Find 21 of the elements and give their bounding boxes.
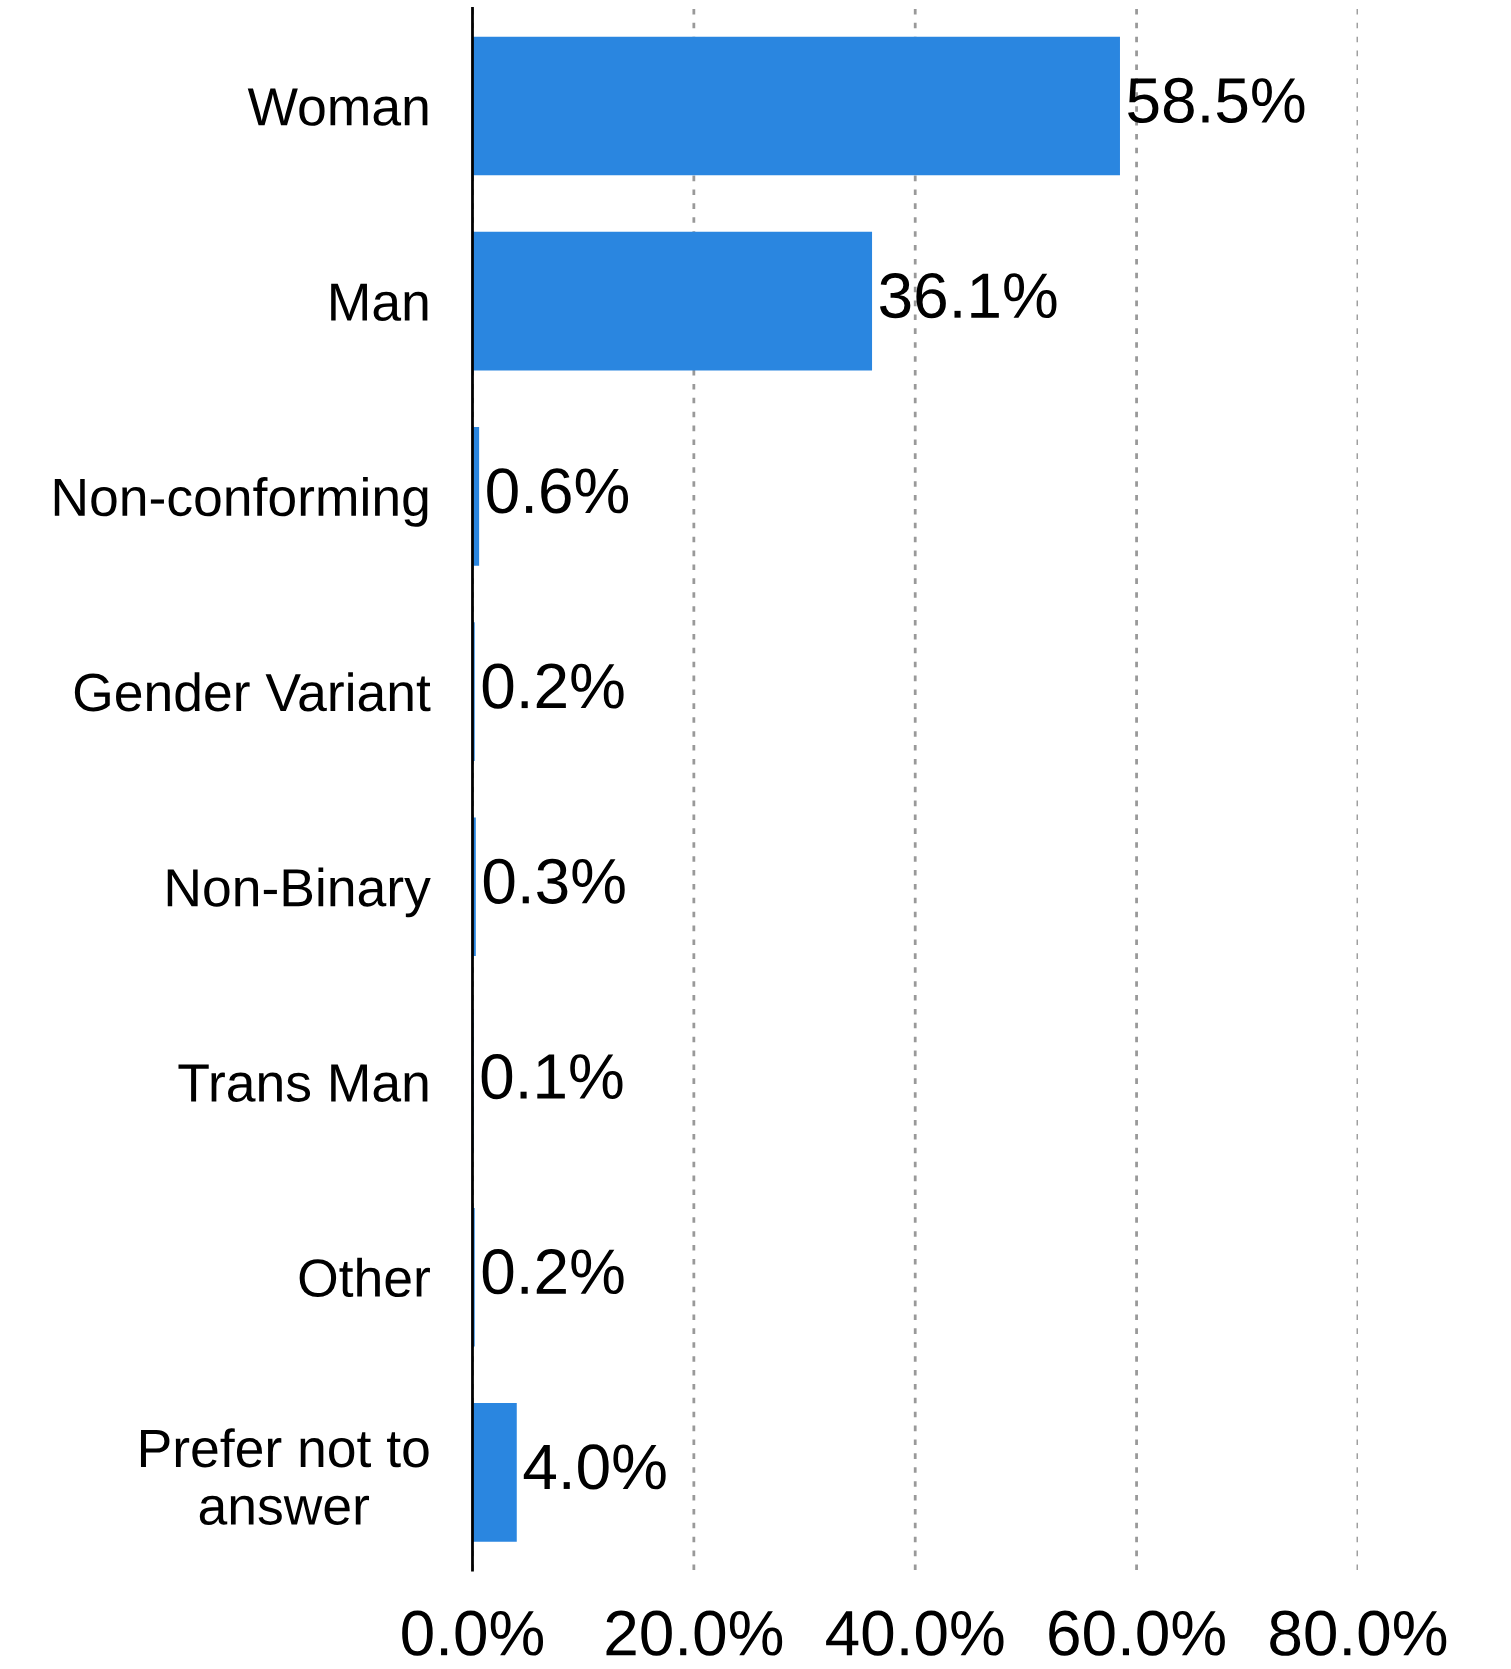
data-label: 0.1%: [481, 1053, 623, 1100]
y-tick-label: Trans Man: [178, 1064, 428, 1102]
y-tick-label: Gender Variant: [74, 672, 431, 712]
data-label: 4.0%: [523, 1444, 666, 1490]
x-tick-label: 40.0%: [826, 1610, 1004, 1656]
x-tick-label: 0.0%: [402, 1610, 544, 1656]
x-tick-label: 20.0%: [606, 1610, 783, 1656]
x-tick-label: 80.0%: [1270, 1610, 1447, 1656]
y-tick-label: Prefer not to answer: [140, 1428, 429, 1525]
y-tick-label: Man: [331, 283, 428, 322]
y-tick-label: Non-conforming: [54, 477, 428, 527]
data-label: 58.5%: [1128, 77, 1305, 124]
data-label: 36.1%: [880, 273, 1057, 319]
y-tick-label: Non-Binary: [167, 867, 431, 918]
data-label: 0.2%: [482, 1249, 624, 1295]
y-tick-label: Other: [299, 1257, 430, 1298]
data-label: 0.2%: [482, 663, 624, 709]
y-tick-label: Woman: [247, 88, 428, 126]
data-label: 0.6%: [487, 468, 629, 514]
x-tick-label: 60.0%: [1049, 1610, 1225, 1656]
data-label: 0.3%: [483, 858, 625, 904]
